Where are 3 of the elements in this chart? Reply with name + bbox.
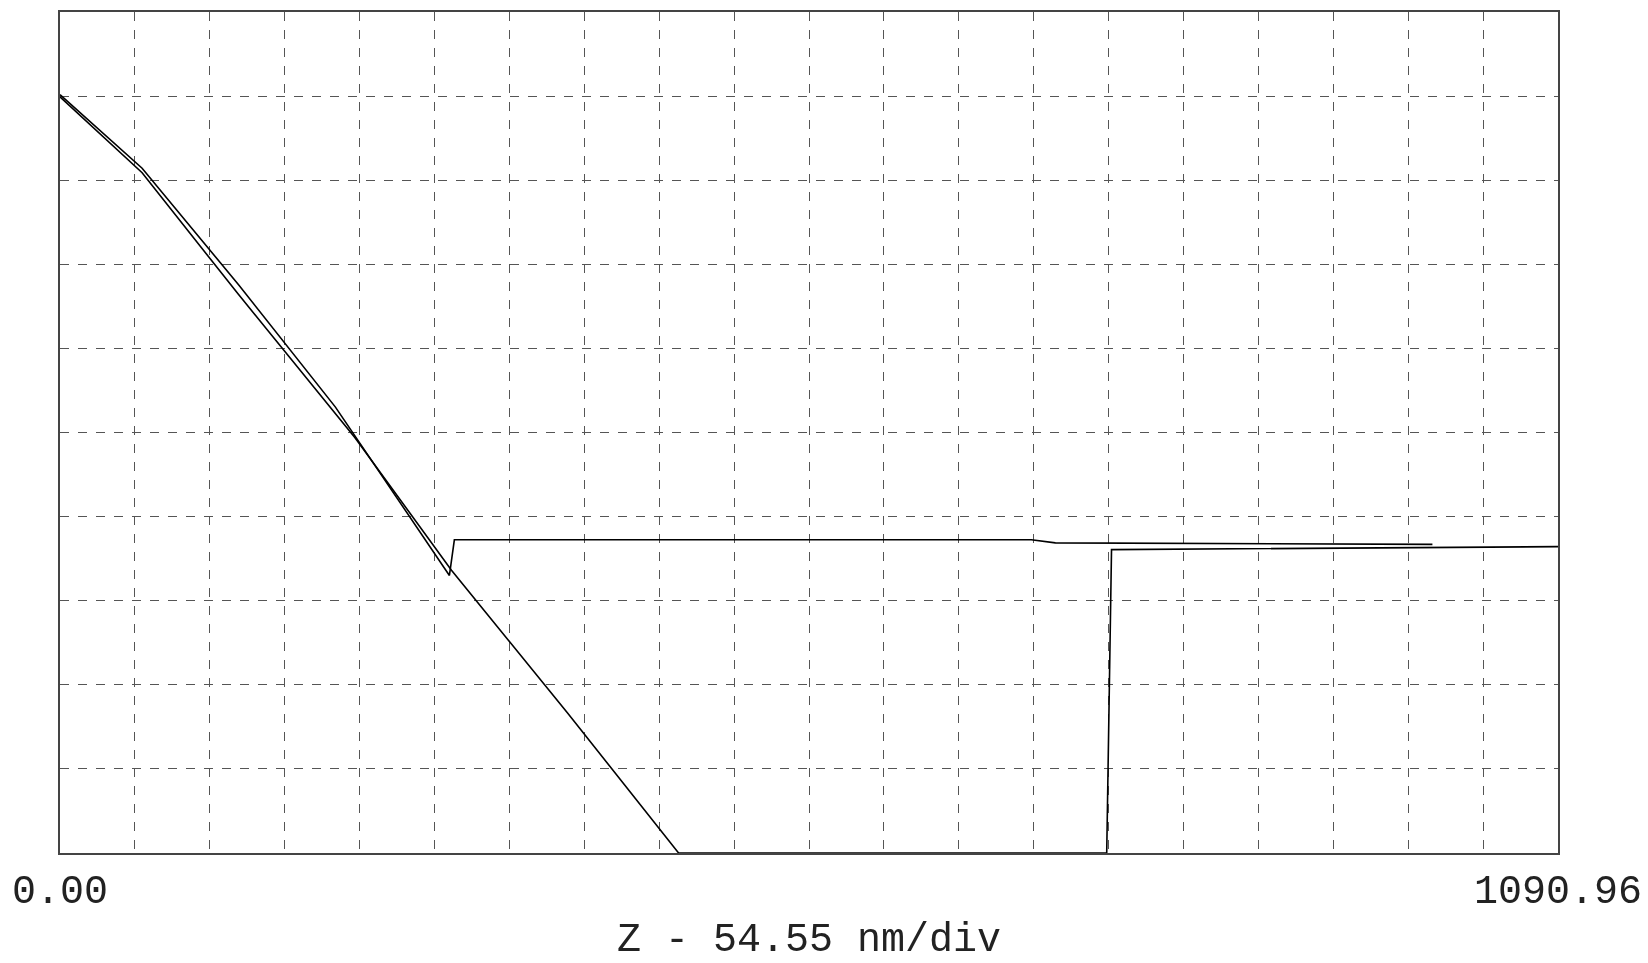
x-axis-title: Z - 54.55 nm/div xyxy=(616,918,1002,963)
x-tick-label: 0.00 xyxy=(11,870,109,915)
x-tick-label: 1090.96 xyxy=(1473,870,1643,915)
